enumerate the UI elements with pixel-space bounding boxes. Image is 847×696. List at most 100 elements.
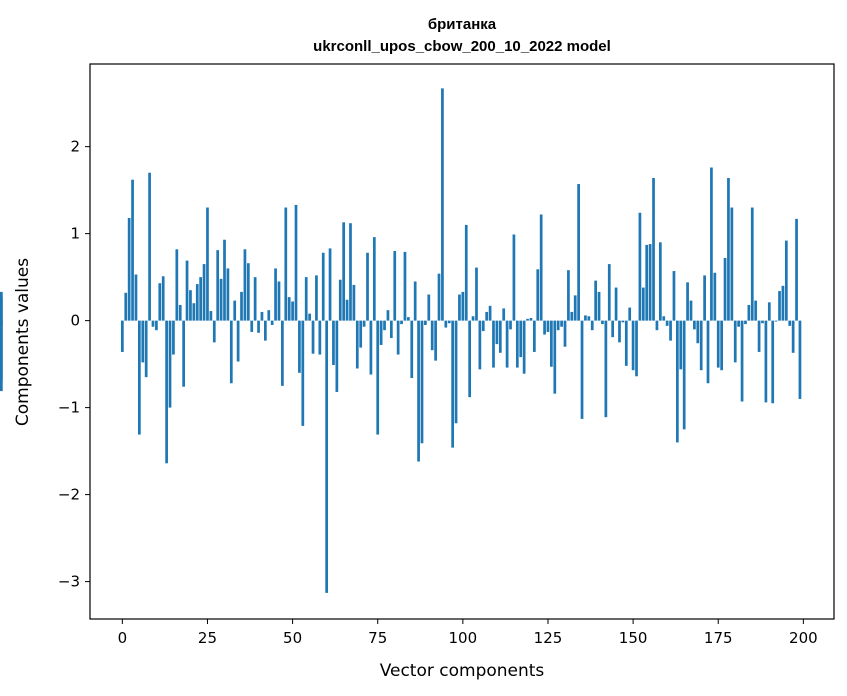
- bar: [710, 167, 713, 321]
- bar: [716, 320, 720, 368]
- bar: [178, 304, 182, 321]
- bar: [492, 320, 495, 368]
- bar: [389, 320, 393, 339]
- bar: [379, 320, 383, 345]
- bar: [468, 320, 472, 398]
- bar: [604, 320, 608, 418]
- bar: [199, 277, 203, 321]
- bar: [505, 320, 509, 368]
- bar: [335, 320, 339, 392]
- bar: [733, 320, 737, 363]
- bar: [458, 294, 461, 321]
- bar: [543, 320, 546, 335]
- bar: [376, 320, 380, 435]
- bar: [536, 269, 540, 321]
- bar: [151, 320, 155, 327]
- x-tick-label: 150: [619, 629, 648, 647]
- bar: [372, 237, 376, 321]
- bar: [771, 320, 775, 404]
- bar: [662, 316, 666, 321]
- bar: [464, 224, 468, 321]
- bar: [658, 242, 662, 321]
- bar: [437, 273, 441, 321]
- bar: [246, 263, 250, 321]
- bar: [645, 244, 649, 321]
- bar: [362, 320, 366, 327]
- bar: [451, 320, 454, 448]
- bar: [301, 320, 305, 426]
- bar: [396, 320, 400, 355]
- bar: [784, 240, 788, 321]
- bar: [750, 207, 754, 321]
- bar: [672, 271, 676, 321]
- bar: [757, 320, 761, 352]
- bar: [158, 283, 162, 321]
- bar: [192, 303, 196, 321]
- bar: [471, 316, 475, 321]
- bar: [141, 320, 145, 363]
- bar: [223, 239, 226, 321]
- bar: [355, 320, 359, 369]
- bar: [294, 204, 298, 321]
- bar: [573, 295, 577, 321]
- bar: [274, 268, 277, 321]
- bar: [607, 264, 611, 321]
- bars: [0, 88, 802, 593]
- bar: [641, 287, 645, 321]
- bar: [740, 320, 744, 402]
- bar: [635, 320, 638, 377]
- bar: [195, 284, 199, 321]
- bar: [478, 320, 482, 370]
- bar: [713, 272, 717, 321]
- bar: [359, 320, 363, 348]
- bar: [243, 249, 247, 321]
- bar: [624, 320, 628, 366]
- bar: [148, 172, 151, 321]
- bar: [410, 320, 414, 379]
- bar: [250, 320, 254, 332]
- bar: [338, 279, 342, 321]
- x-tick-label: 0: [118, 629, 128, 647]
- bar: [563, 320, 567, 347]
- bar: [161, 276, 165, 321]
- bar: [131, 179, 134, 321]
- bar: [260, 311, 264, 321]
- bar: [298, 320, 301, 373]
- x-axis-label: Vector components: [380, 661, 545, 681]
- bar: [308, 313, 311, 321]
- bar: [342, 222, 346, 321]
- bar: [502, 308, 506, 321]
- bar: [512, 234, 516, 321]
- x-tick-label: 200: [789, 629, 818, 647]
- bar: [631, 320, 635, 371]
- bar: [587, 316, 591, 321]
- bar: [730, 207, 734, 321]
- bar: [601, 320, 604, 325]
- bar: [270, 320, 274, 325]
- bar: [553, 320, 557, 394]
- bar: [628, 307, 632, 321]
- bar: [774, 320, 778, 322]
- bar: [454, 320, 458, 424]
- bar: [693, 320, 696, 330]
- x-axis-ticks: 0 25 50 75 100 125 150 175 200: [118, 619, 818, 647]
- bar: [686, 282, 689, 321]
- bar: [703, 275, 706, 321]
- bar: [539, 214, 543, 321]
- bar: [321, 252, 325, 321]
- bar: [754, 300, 758, 321]
- bar: [216, 250, 220, 321]
- bar: [546, 320, 550, 332]
- bar: [281, 320, 284, 386]
- bar: [219, 278, 223, 321]
- bar: [185, 260, 189, 321]
- bar: [352, 284, 356, 321]
- bar: [515, 320, 519, 368]
- bar: [407, 317, 410, 321]
- y-axis-ticks: −3 −2 −1 0 1 2: [58, 138, 90, 591]
- bar: [206, 207, 209, 321]
- bar: [727, 177, 730, 321]
- bar: [519, 320, 523, 358]
